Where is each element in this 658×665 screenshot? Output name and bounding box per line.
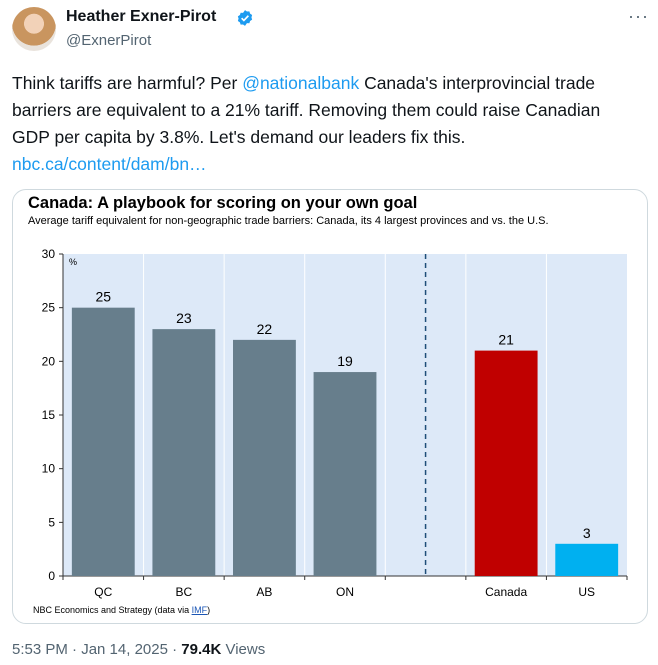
imf-link[interactable]: IMF [191,605,208,615]
y-unit-label: % [69,257,77,267]
data-label: 19 [337,353,353,369]
tweet-text: Think tariffs are harmful? Per @national… [12,70,642,178]
bar-ab [233,339,296,576]
views-count: 79.4K [181,641,222,658]
x-tick-label: ON [336,585,354,599]
verified-badge-icon [237,10,253,26]
x-tick-label: US [578,585,595,599]
data-label: 23 [176,310,192,326]
y-tick-label: 25 [42,301,56,315]
author-handle[interactable]: @ExnerPirot [66,32,152,49]
y-tick-label: 20 [42,354,56,368]
author-avatar[interactable] [12,7,56,51]
y-tick-label: 10 [42,462,56,476]
chart-subtitle: Average tariff equivalent for non-geogra… [28,215,549,227]
bar-qc [71,307,135,576]
mention-link[interactable]: @nationalbank [242,73,360,93]
tweet-time[interactable]: 5:53 PM · Jan 14, 2025 · [12,641,182,658]
x-tick-label: QC [94,585,112,599]
chart-card[interactable]: Canada: A playbook for scoring on your o… [12,189,648,624]
data-label: 22 [257,321,273,337]
data-label: 21 [498,332,514,348]
chart-source-close: ) [207,605,211,615]
bar-on [313,372,377,576]
bar-bc [152,329,216,576]
x-tick-label: BC [176,585,193,599]
chart-source-text: NBC Economics and Strategy (data via [33,605,192,615]
tweet-timestamp[interactable]: 5:53 PM · Jan 14, 2025 · 79.4K Views [12,641,265,658]
chart-title: Canada: A playbook for scoring on your o… [28,194,418,212]
chart-source: NBC Economics and Strategy (data via IMF… [33,605,210,615]
x-tick-label: Canada [485,585,527,599]
tweet-text-part-1: Think tariffs are harmful? Per [12,73,243,93]
y-tick-label: 30 [42,247,56,261]
tweet-text-part-2: Canada's interprovincial trade barriers … [12,73,601,147]
y-tick-label: 5 [48,515,55,529]
x-tick-label: AB [256,585,272,599]
data-label: 25 [95,289,111,305]
bar-canada [474,350,538,576]
bar-us [555,543,619,576]
y-tick-label: 0 [48,569,55,583]
author-name[interactable]: Heather Exner-Pirot [66,8,217,25]
more-options-icon[interactable]: ··· [628,6,649,26]
views-label: Views [221,641,266,658]
data-label: 3 [583,525,591,541]
y-tick-label: 15 [42,408,56,422]
bar-chart: 0 5 10 15 20 25 30% QC 25 BC 23 AB 22 ON 19 Canada 21 US 3 [42,247,628,599]
external-link[interactable]: nbc.ca/content/dam/bn… [12,154,207,174]
